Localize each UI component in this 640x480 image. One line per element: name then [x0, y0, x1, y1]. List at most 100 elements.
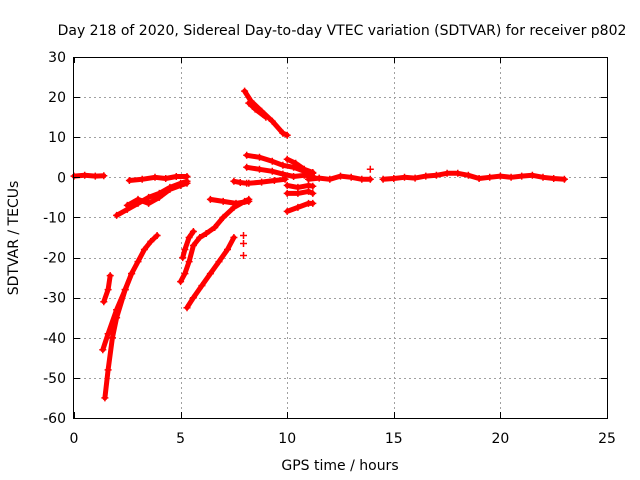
data-point: [309, 189, 317, 197]
data-point: [189, 294, 197, 302]
data-point: [268, 117, 276, 125]
data-point: [305, 181, 312, 189]
series-line: [284, 188, 316, 196]
data-point: [128, 270, 136, 278]
data-point: [258, 178, 266, 186]
data-point: [550, 175, 558, 182]
data-point: [219, 197, 227, 205]
data-point: [172, 173, 180, 180]
data-point: [181, 246, 189, 253]
data-point: [189, 242, 197, 249]
series-track: [179, 228, 197, 262]
y-axis-title: SDTVAR / TECUs: [6, 181, 22, 296]
data-point: [230, 177, 238, 185]
data-point: [196, 234, 204, 241]
series-track: [379, 169, 568, 183]
data-point: [279, 170, 287, 178]
data-point: [211, 224, 219, 231]
data-point: [358, 175, 366, 183]
data-point: [366, 175, 374, 183]
data-point: [91, 172, 99, 180]
data-point: [268, 167, 276, 175]
data-point: [104, 286, 112, 294]
data-point: [104, 366, 112, 374]
data-point: [138, 175, 146, 183]
data-point: [422, 172, 430, 180]
data-point: [177, 181, 185, 189]
series-line: [207, 196, 252, 206]
data-point: [245, 197, 253, 205]
data-point: [528, 171, 536, 179]
x-tick-label: 15: [385, 431, 403, 447]
data-point: [134, 195, 142, 203]
data-point: [185, 258, 193, 266]
data-point: [81, 171, 89, 179]
series-line: [180, 229, 196, 261]
series-line: [102, 271, 135, 401]
data-point: [189, 228, 197, 235]
chart-title: Day 218 of 2020, Sidereal Day-to-day VTE…: [58, 23, 627, 39]
data-point: [183, 179, 191, 187]
data-point: [166, 185, 174, 193]
series-track: [283, 199, 317, 215]
data-point: [108, 334, 116, 342]
data-point: [134, 258, 142, 266]
data-point: [443, 169, 451, 177]
y-tick-label: -30: [43, 291, 66, 307]
series-track: [283, 155, 317, 176]
data-point: [300, 165, 308, 173]
series-track: [123, 179, 191, 209]
data-point: [179, 254, 187, 262]
data-point: [145, 193, 153, 201]
series-track: [125, 173, 191, 184]
data-point: [309, 182, 317, 190]
data-point: [283, 181, 291, 189]
series-track: [245, 175, 289, 187]
series-track: [240, 240, 247, 247]
data-point: [140, 246, 148, 253]
x-tick-label: 5: [176, 431, 185, 447]
data-point: [283, 155, 291, 163]
x-tick-label: 0: [70, 431, 79, 447]
data-point: [390, 175, 398, 182]
plot-frame: [73, 57, 608, 419]
data-point: [99, 346, 107, 354]
y-tick-label: -20: [43, 251, 66, 267]
data-point: [290, 173, 298, 180]
data-point: [230, 234, 238, 241]
series-line: [71, 172, 107, 179]
series-track: [243, 163, 317, 180]
data-point: [185, 234, 193, 241]
data-point: [251, 105, 259, 113]
series-track: [366, 165, 374, 173]
data-point: [326, 175, 334, 183]
data-point: [475, 175, 483, 182]
data-point: [183, 173, 191, 180]
data-point: [147, 238, 155, 245]
data-point: [224, 246, 231, 253]
y-tick-label: -40: [43, 331, 66, 347]
data-point: [232, 199, 240, 207]
data-point: [198, 282, 206, 290]
data-point: [183, 304, 191, 312]
series-line: [246, 176, 288, 186]
data-point: [560, 175, 568, 183]
data-point: [202, 230, 210, 237]
data-point: [240, 252, 247, 259]
data-point: [454, 169, 462, 177]
data-point: [518, 172, 526, 180]
data-point: [113, 211, 121, 219]
data-point: [268, 157, 276, 165]
data-point: [496, 172, 504, 180]
y-tick-label: 20: [48, 90, 66, 106]
data-point: [379, 175, 387, 183]
series-track: [206, 195, 253, 207]
series-track: [283, 187, 317, 197]
data-point: [240, 240, 247, 247]
data-point: [245, 179, 253, 187]
y-tick-label: 10: [48, 130, 66, 146]
x-tick-label: 20: [491, 431, 509, 447]
series-track: [240, 252, 247, 259]
data-point: [464, 171, 472, 179]
